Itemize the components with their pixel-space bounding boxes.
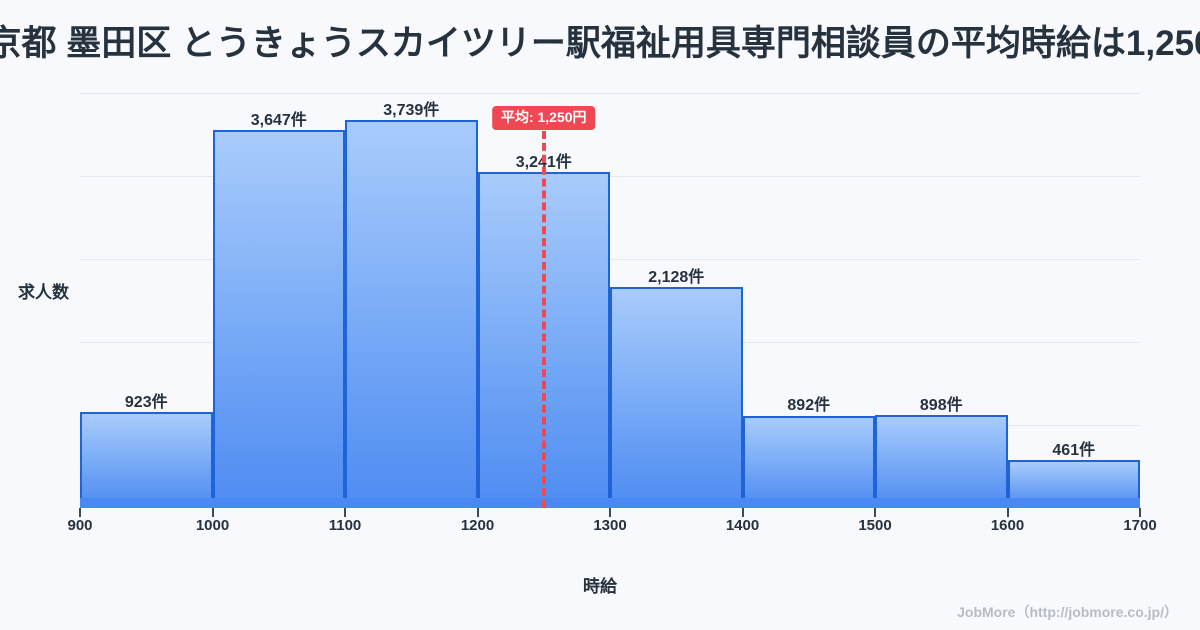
x-axis-tick <box>344 508 346 517</box>
x-axis-tick <box>609 508 611 517</box>
x-axis-tick <box>1006 508 1009 517</box>
gridline <box>80 176 1140 178</box>
chart-title: 東京都 墨田区 とうきょうスカイツリー駅福祉用具専門相談員の平均時給は1,250… <box>0 24 1200 63</box>
x-axis-tick-label: 1700 <box>1123 517 1157 534</box>
bar-value-label: 898件 <box>919 396 963 414</box>
x-axis-tick-label: 1500 <box>858 517 892 534</box>
x-axis-tick-label: 1600 <box>990 517 1025 534</box>
x-axis-tick-label: 1000 <box>195 517 230 534</box>
bar[interactable] <box>345 120 478 508</box>
gridline <box>80 93 1140 95</box>
x-axis-line <box>80 498 1140 508</box>
x-axis-tick <box>741 508 744 517</box>
footer-credit: JobMore（http://jobmore.co.jp/） <box>957 604 1178 620</box>
gridline <box>80 259 1140 261</box>
average-value-badge: 平均: 1,250円 <box>491 106 596 130</box>
bar[interactable] <box>875 414 1008 508</box>
y-axis-title: 求人数 <box>18 283 69 302</box>
average-line-marker <box>541 131 546 508</box>
bar-value-label: 923件 <box>124 394 168 412</box>
x-axis-tick <box>211 508 214 517</box>
bar-value-label: 3,647件 <box>250 111 307 129</box>
x-axis-tick <box>476 508 479 517</box>
bar[interactable] <box>80 412 213 508</box>
x-axis-tick-label: 1100 <box>328 517 362 534</box>
x-axis-tick-label: 1300 <box>593 517 627 534</box>
x-axis-tick <box>1139 508 1141 517</box>
bar-value-label: 2,128件 <box>648 269 705 287</box>
bar[interactable] <box>212 129 345 508</box>
bar-value-label: 892件 <box>787 397 831 415</box>
x-axis-tick <box>874 508 876 517</box>
x-axis-tick <box>79 508 81 517</box>
x-axis-tick-label: 1200 <box>460 517 495 534</box>
bar-value-label: 461件 <box>1052 442 1096 460</box>
plot-area: 923件 3,647件 3,739件 3,241件 2,128件 892件 898件 461件 <box>80 88 1140 508</box>
bar-value-label: 3,739件 <box>383 102 440 120</box>
x-axis-title: 時給 <box>583 577 617 596</box>
bar[interactable] <box>742 415 875 508</box>
x-axis-tick-label: 900 <box>67 517 93 534</box>
x-axis-tick-label: 1400 <box>725 517 760 534</box>
bar[interactable] <box>610 287 743 508</box>
